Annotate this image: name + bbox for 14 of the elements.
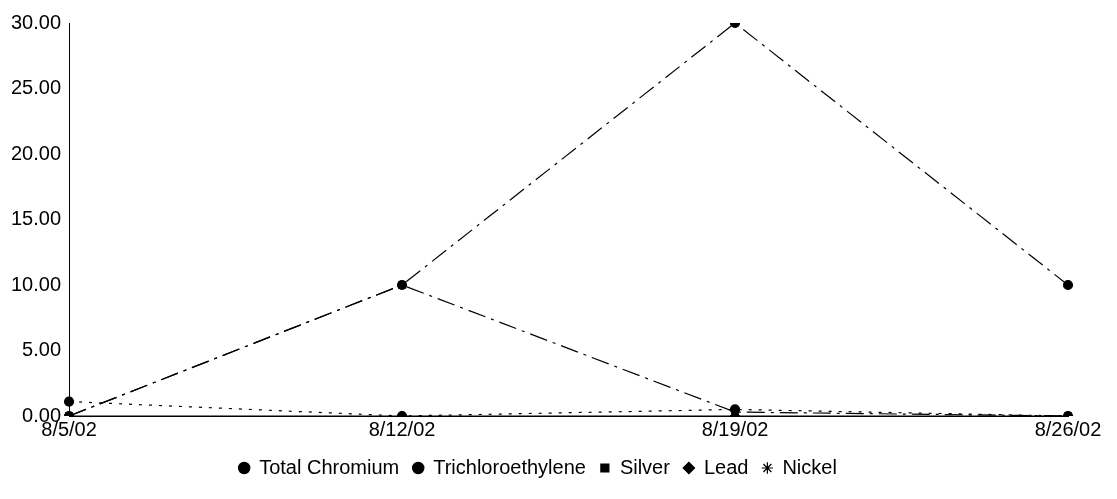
y-tick-label: 25.00: [10, 76, 62, 99]
legend-label: Trichloroethylene: [433, 455, 586, 478]
y-tick-label: 5.00: [22, 338, 62, 361]
legend-label: Lead: [703, 455, 749, 478]
x-tick-label: 8/19/02: [701, 417, 769, 440]
y-tick-label: 10.00: [10, 272, 62, 295]
y-tick-label: 20.00: [10, 141, 62, 164]
x-tick-label: 8/12/02: [368, 417, 436, 440]
legend-label: Nickel: [782, 455, 837, 478]
x-tick-label: 8/26/02: [1034, 417, 1102, 440]
y-tick-label: 30.00: [10, 10, 62, 33]
legend-label: Total Chromium: [259, 455, 400, 478]
y-tick-label: 15.00: [10, 207, 62, 230]
legend-label: Silver: [619, 455, 671, 478]
